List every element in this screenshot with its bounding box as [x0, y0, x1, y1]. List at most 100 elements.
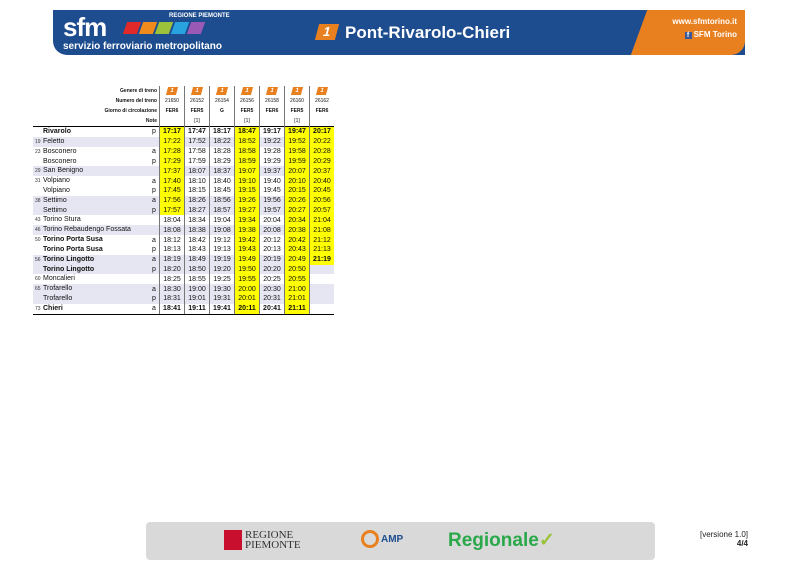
regional-train-icon: 1 — [215, 86, 229, 95]
time-cell: 19:17 — [259, 126, 285, 137]
train-header-cell: FER5 — [234, 106, 260, 116]
station-name: Torino Stura — [43, 216, 81, 223]
station-name: Torino Porta Susa — [43, 236, 103, 243]
regional-train-icon: 1 — [315, 86, 329, 95]
station-name: Rivarolo — [43, 128, 72, 136]
km-label: 31 — [35, 178, 41, 184]
time-cell — [309, 264, 334, 274]
time-cell: 20:41 — [259, 303, 285, 315]
train-header-cell: 1 — [284, 86, 310, 96]
regional-train-icon: 1 — [240, 86, 254, 95]
station-name: Moncalieri — [43, 275, 75, 282]
time-cell: 18:28 — [209, 146, 235, 157]
stop-row: Bosconero p 17:29 17:59 18:29 18:59 19:29 19:59… — [33, 156, 334, 166]
time-cell: 20:26 — [284, 195, 310, 206]
regional-train-icon: 1 — [290, 86, 304, 95]
station-name: Torino Rebaudengo Fossata — [43, 226, 131, 233]
train-header-cell: FER6 — [259, 106, 285, 116]
station-cell: 43 Torino Stura — [33, 215, 149, 225]
arrival-departure-flag: p — [149, 294, 160, 304]
time-cell — [309, 294, 334, 304]
train-header-cell: 26162 — [309, 96, 334, 106]
train-header-cell: 1 — [234, 86, 260, 96]
time-cell: 19:13 — [209, 245, 235, 255]
time-cell: 18:43 — [184, 245, 210, 255]
arrival-departure-flag: a — [149, 254, 160, 265]
time-cell: 18:15 — [184, 186, 210, 196]
time-cell: 19:41 — [209, 303, 235, 315]
train-header-cell — [209, 116, 235, 127]
time-cell: 21:11 — [284, 303, 310, 315]
time-cell: 19:30 — [209, 284, 235, 294]
station-cell: 19 Feletto — [33, 136, 149, 147]
time-cell: 19:50 — [234, 264, 260, 274]
time-cell: 19:15 — [234, 186, 260, 196]
arrival-departure-flag — [149, 136, 160, 147]
time-cell: 17:22 — [159, 136, 185, 147]
station-cell: 73 Chieri — [33, 303, 149, 315]
km-label: 43 — [35, 217, 41, 223]
version-label: [versione 1.0] — [699, 530, 748, 539]
time-cell: 20:13 — [259, 245, 285, 255]
regione-piemonte-logo: REGIONE PIEMONTE — [224, 529, 305, 551]
time-cell: 20:20 — [259, 264, 285, 274]
sfm-logo: sfm — [63, 12, 107, 42]
time-cell: 17:17 — [159, 126, 185, 137]
time-cell: 18:19 — [159, 254, 185, 265]
station-name: Volpiano — [43, 187, 70, 195]
stop-row: 50 Torino Porta Susa a 18:12 18:42 19:12 19:42… — [33, 235, 334, 245]
arrival-departure-flag: a — [149, 195, 160, 206]
train-header-cell: 26152 — [184, 96, 210, 106]
stop-row: 19 Feletto 17:22 17:52 18:22 18:52 19:22 19:52 2… — [33, 136, 334, 147]
station-name: Chieri — [43, 304, 63, 312]
time-cell: 19:43 — [234, 245, 260, 255]
time-cell: 18:45 — [209, 186, 235, 196]
train-header-cell: [1] — [284, 116, 310, 127]
time-cell: 18:25 — [159, 274, 185, 284]
time-cell: 20:57 — [309, 205, 334, 215]
arrival-departure-flag: p — [152, 246, 156, 254]
time-cell: 19:59 — [284, 156, 310, 166]
station-cell: 60 Moncalieri — [33, 274, 149, 284]
train-header-cell: 26154 — [209, 96, 235, 106]
km-label: 46 — [35, 227, 41, 233]
station-name: Torino Lingotto — [43, 255, 95, 263]
train-number-row: Numero del treno 21650 26152 26154 26156 2615… — [33, 96, 334, 106]
arrival-departure-flag — [149, 215, 160, 225]
time-cell: 20:31 — [259, 294, 285, 304]
stop-row: 60 Moncalieri 18:25 18:55 19:25 19:55 20:25 20:… — [33, 274, 334, 284]
amp-icon — [361, 530, 379, 548]
arrival-departure-flag: a — [149, 284, 160, 294]
time-cell: 19:11 — [184, 303, 210, 315]
station-name: Volpiano — [43, 177, 70, 184]
time-cell: 17:28 — [159, 146, 185, 157]
time-cell: 19:37 — [259, 166, 285, 176]
train-header-cell — [259, 116, 285, 127]
time-cell: 18:27 — [184, 205, 210, 215]
stop-row: Torino Porta Susa p 18:13 18:43 19:13 19:43 20… — [33, 245, 334, 255]
regional-train-icon: 1 — [190, 86, 204, 95]
row-header: Genere di treno — [120, 87, 157, 94]
time-cell: 18:30 — [159, 284, 185, 294]
train-header-cell: 26158 — [259, 96, 285, 106]
time-cell: 18:49 — [184, 254, 210, 265]
time-cell: 21:13 — [309, 245, 334, 255]
train-header-cell: [1] — [184, 116, 210, 127]
time-cell: 20:50 — [284, 264, 310, 274]
km-label: 38 — [35, 197, 41, 204]
time-cell: 19:00 — [184, 284, 210, 294]
website-link[interactable]: www.sfmtorino.it — [672, 17, 737, 26]
time-cell: 20:45 — [309, 186, 334, 196]
time-cell: 20:28 — [309, 146, 334, 157]
arrival-departure-flag — [149, 166, 160, 176]
time-cell: 19:12 — [209, 235, 235, 245]
time-cell: 19:52 — [284, 136, 310, 147]
time-cell: 19:10 — [234, 176, 260, 186]
time-cell: 18:59 — [234, 156, 260, 166]
facebook-link[interactable]: f SFM Torino — [684, 30, 737, 39]
time-cell — [309, 284, 334, 294]
regione-text: REGIONE PIEMONTE — [245, 529, 301, 551]
time-cell: 18:37 — [209, 166, 235, 176]
regionale-leaf-icon: ✓ — [538, 530, 555, 551]
time-cell: 17:40 — [159, 176, 185, 186]
